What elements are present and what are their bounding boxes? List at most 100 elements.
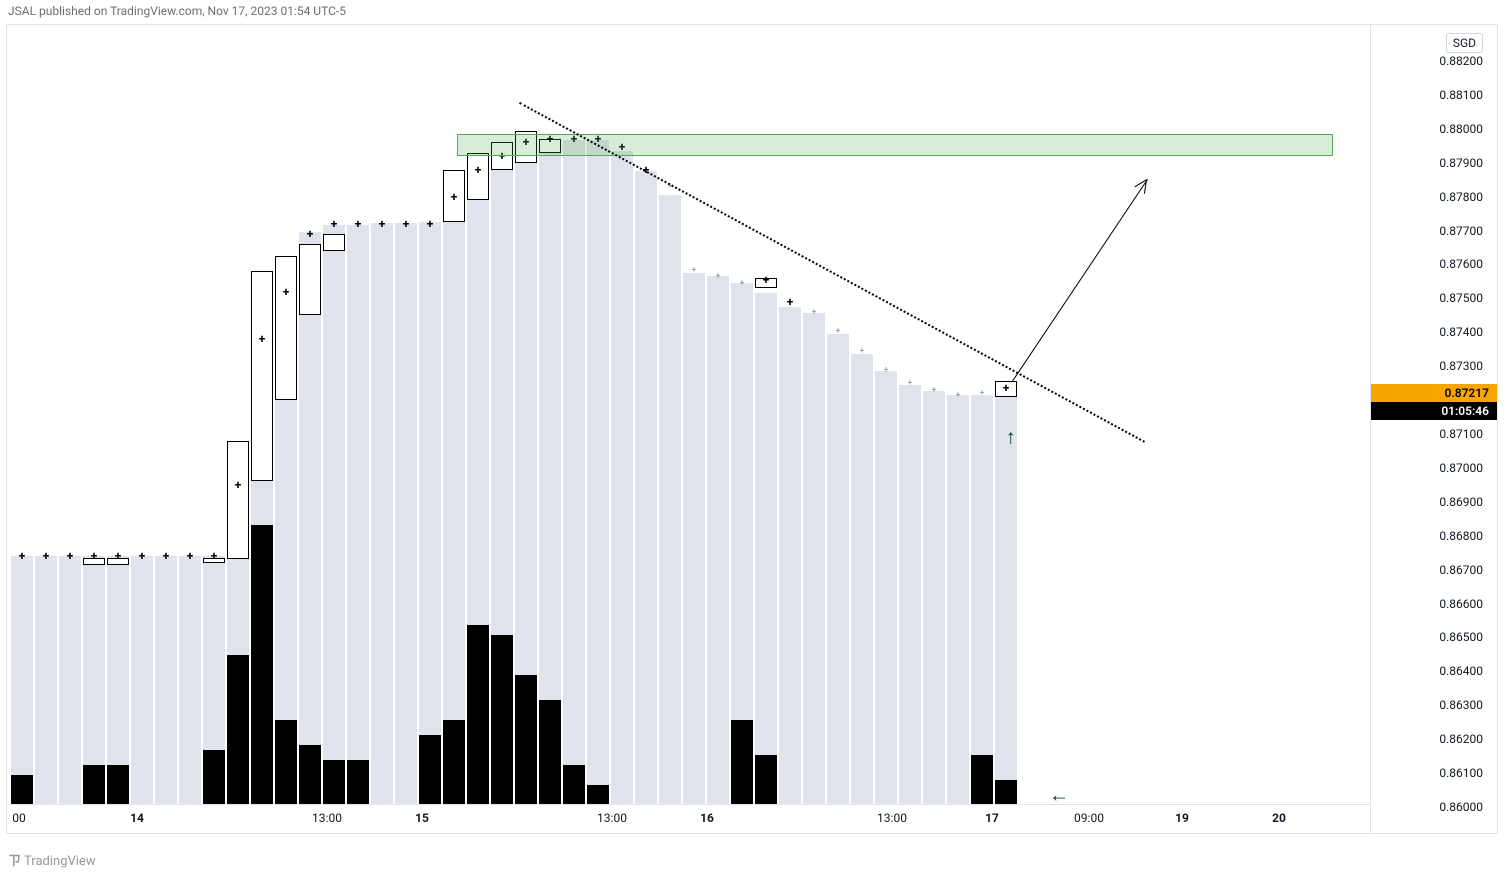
price-tick: 0.88100 — [1439, 88, 1483, 102]
currency-badge: SGD — [1446, 33, 1483, 53]
price-bar — [899, 385, 921, 805]
price-bar — [11, 556, 33, 805]
price-tick: 0.86500 — [1439, 630, 1483, 644]
time-tick: 17 — [985, 811, 999, 825]
volume-bar — [299, 745, 321, 805]
time-axis[interactable]: 00 14 13:00 15 13:00 16 13:00 17 09:00 19 20 — [7, 804, 1371, 833]
volume-bar — [995, 780, 1017, 805]
current-price-label: 0.87217 — [1371, 384, 1497, 402]
price-tick: 0.87400 — [1439, 325, 1483, 339]
candle — [251, 271, 273, 481]
time-tick: 14 — [130, 811, 144, 825]
time-tick: 13:00 — [877, 811, 907, 825]
price-tick: 0.88200 — [1439, 54, 1483, 68]
price-bar — [299, 232, 321, 805]
volume-bar — [275, 720, 297, 805]
price-tick: 0.86800 — [1439, 529, 1483, 543]
price-bar — [779, 307, 801, 805]
chart-pane[interactable]: ++++++++++++++++++++++++++++++++++++++++… — [7, 25, 1371, 833]
candle — [323, 234, 345, 251]
price-bar — [683, 273, 705, 805]
price-bar — [707, 276, 729, 805]
price-tick: 0.88000 — [1439, 122, 1483, 136]
price-bar — [587, 140, 609, 805]
time-tick: 15 — [415, 811, 429, 825]
price-bar — [395, 223, 417, 805]
price-tick: 0.87800 — [1439, 190, 1483, 204]
price-tick: 0.87600 — [1439, 257, 1483, 271]
projection-arrow[interactable] — [1012, 180, 1148, 382]
price-bar — [419, 222, 441, 805]
price-bar — [131, 556, 153, 805]
brand-watermark: ㄗ TradingView — [8, 850, 96, 869]
volume-bar — [971, 755, 993, 805]
price-bar — [635, 171, 657, 805]
volume-bar — [11, 775, 33, 805]
price-bar — [443, 198, 465, 805]
price-bar — [923, 391, 945, 805]
price-bar — [971, 395, 993, 805]
price-bar — [851, 354, 873, 805]
price-tick: 0.86400 — [1439, 664, 1483, 678]
time-tick: 16 — [700, 811, 714, 825]
price-bar — [659, 195, 681, 805]
time-tick: 09:00 — [1074, 811, 1104, 825]
candle — [227, 441, 249, 560]
price-tick: 0.87500 — [1439, 291, 1483, 305]
price-bar — [947, 395, 969, 805]
price-bar — [59, 556, 81, 805]
countdown-label: 01:05:46 — [1371, 402, 1497, 420]
candle — [275, 256, 297, 400]
volume-bar — [347, 760, 369, 805]
volume-bar — [251, 525, 273, 805]
volume-bar — [491, 635, 513, 805]
price-bar — [371, 223, 393, 805]
price-bar — [611, 151, 633, 805]
price-bar — [35, 556, 57, 805]
time-tick: 13:00 — [312, 811, 342, 825]
supply-zone[interactable] — [457, 134, 1333, 156]
price-tick: 0.86700 — [1439, 563, 1483, 577]
volume-bar — [323, 760, 345, 805]
price-bar — [803, 313, 825, 805]
volume-bar — [539, 700, 561, 805]
volume-bar — [203, 750, 225, 805]
price-bar — [179, 556, 201, 805]
price-bar — [875, 371, 897, 805]
volume-bar — [419, 735, 441, 805]
volume-bar — [443, 720, 465, 805]
price-tick: 0.86200 — [1439, 732, 1483, 746]
price-tick: 0.87300 — [1439, 359, 1483, 373]
volume-bar — [107, 765, 129, 805]
price-bar — [563, 140, 585, 805]
price-tick: 0.86100 — [1439, 766, 1483, 780]
price-bar — [995, 391, 1017, 805]
header-text: JSAL published on TradingView.com, Nov 1… — [8, 4, 346, 18]
price-bar — [755, 293, 777, 805]
time-tick: 00 — [12, 811, 26, 825]
brand-text: TradingView — [24, 854, 96, 869]
volume-bar — [587, 785, 609, 805]
candle — [299, 244, 321, 315]
time-tick: 19 — [1175, 811, 1189, 825]
price-axis[interactable]: SGD 0.88200 0.88100 0.88000 0.87900 0.87800 0… — [1370, 25, 1497, 833]
price-tick: 0.86900 — [1439, 495, 1483, 509]
signal-up-arrow-icon: ↑ — [1006, 425, 1016, 450]
volume-bar — [515, 675, 537, 805]
price-bar — [155, 556, 177, 805]
tradingview-logo-icon: ㄗ — [8, 854, 20, 869]
volume-bar — [467, 625, 489, 805]
volume-bar — [755, 755, 777, 805]
time-tick: 13:00 — [597, 811, 627, 825]
time-tick: 20 — [1272, 811, 1286, 825]
price-tick: 0.87100 — [1439, 427, 1483, 441]
volume-bar — [227, 655, 249, 805]
price-tick: 0.87900 — [1439, 156, 1483, 170]
volume-bar — [83, 765, 105, 805]
price-bar — [323, 225, 345, 805]
price-bar — [347, 225, 369, 805]
price-tick: 0.86300 — [1439, 698, 1483, 712]
price-tick: 0.87700 — [1439, 224, 1483, 238]
volume-bar — [731, 720, 753, 805]
chart-frame: ++++++++++++++++++++++++++++++++++++++++… — [6, 24, 1498, 834]
